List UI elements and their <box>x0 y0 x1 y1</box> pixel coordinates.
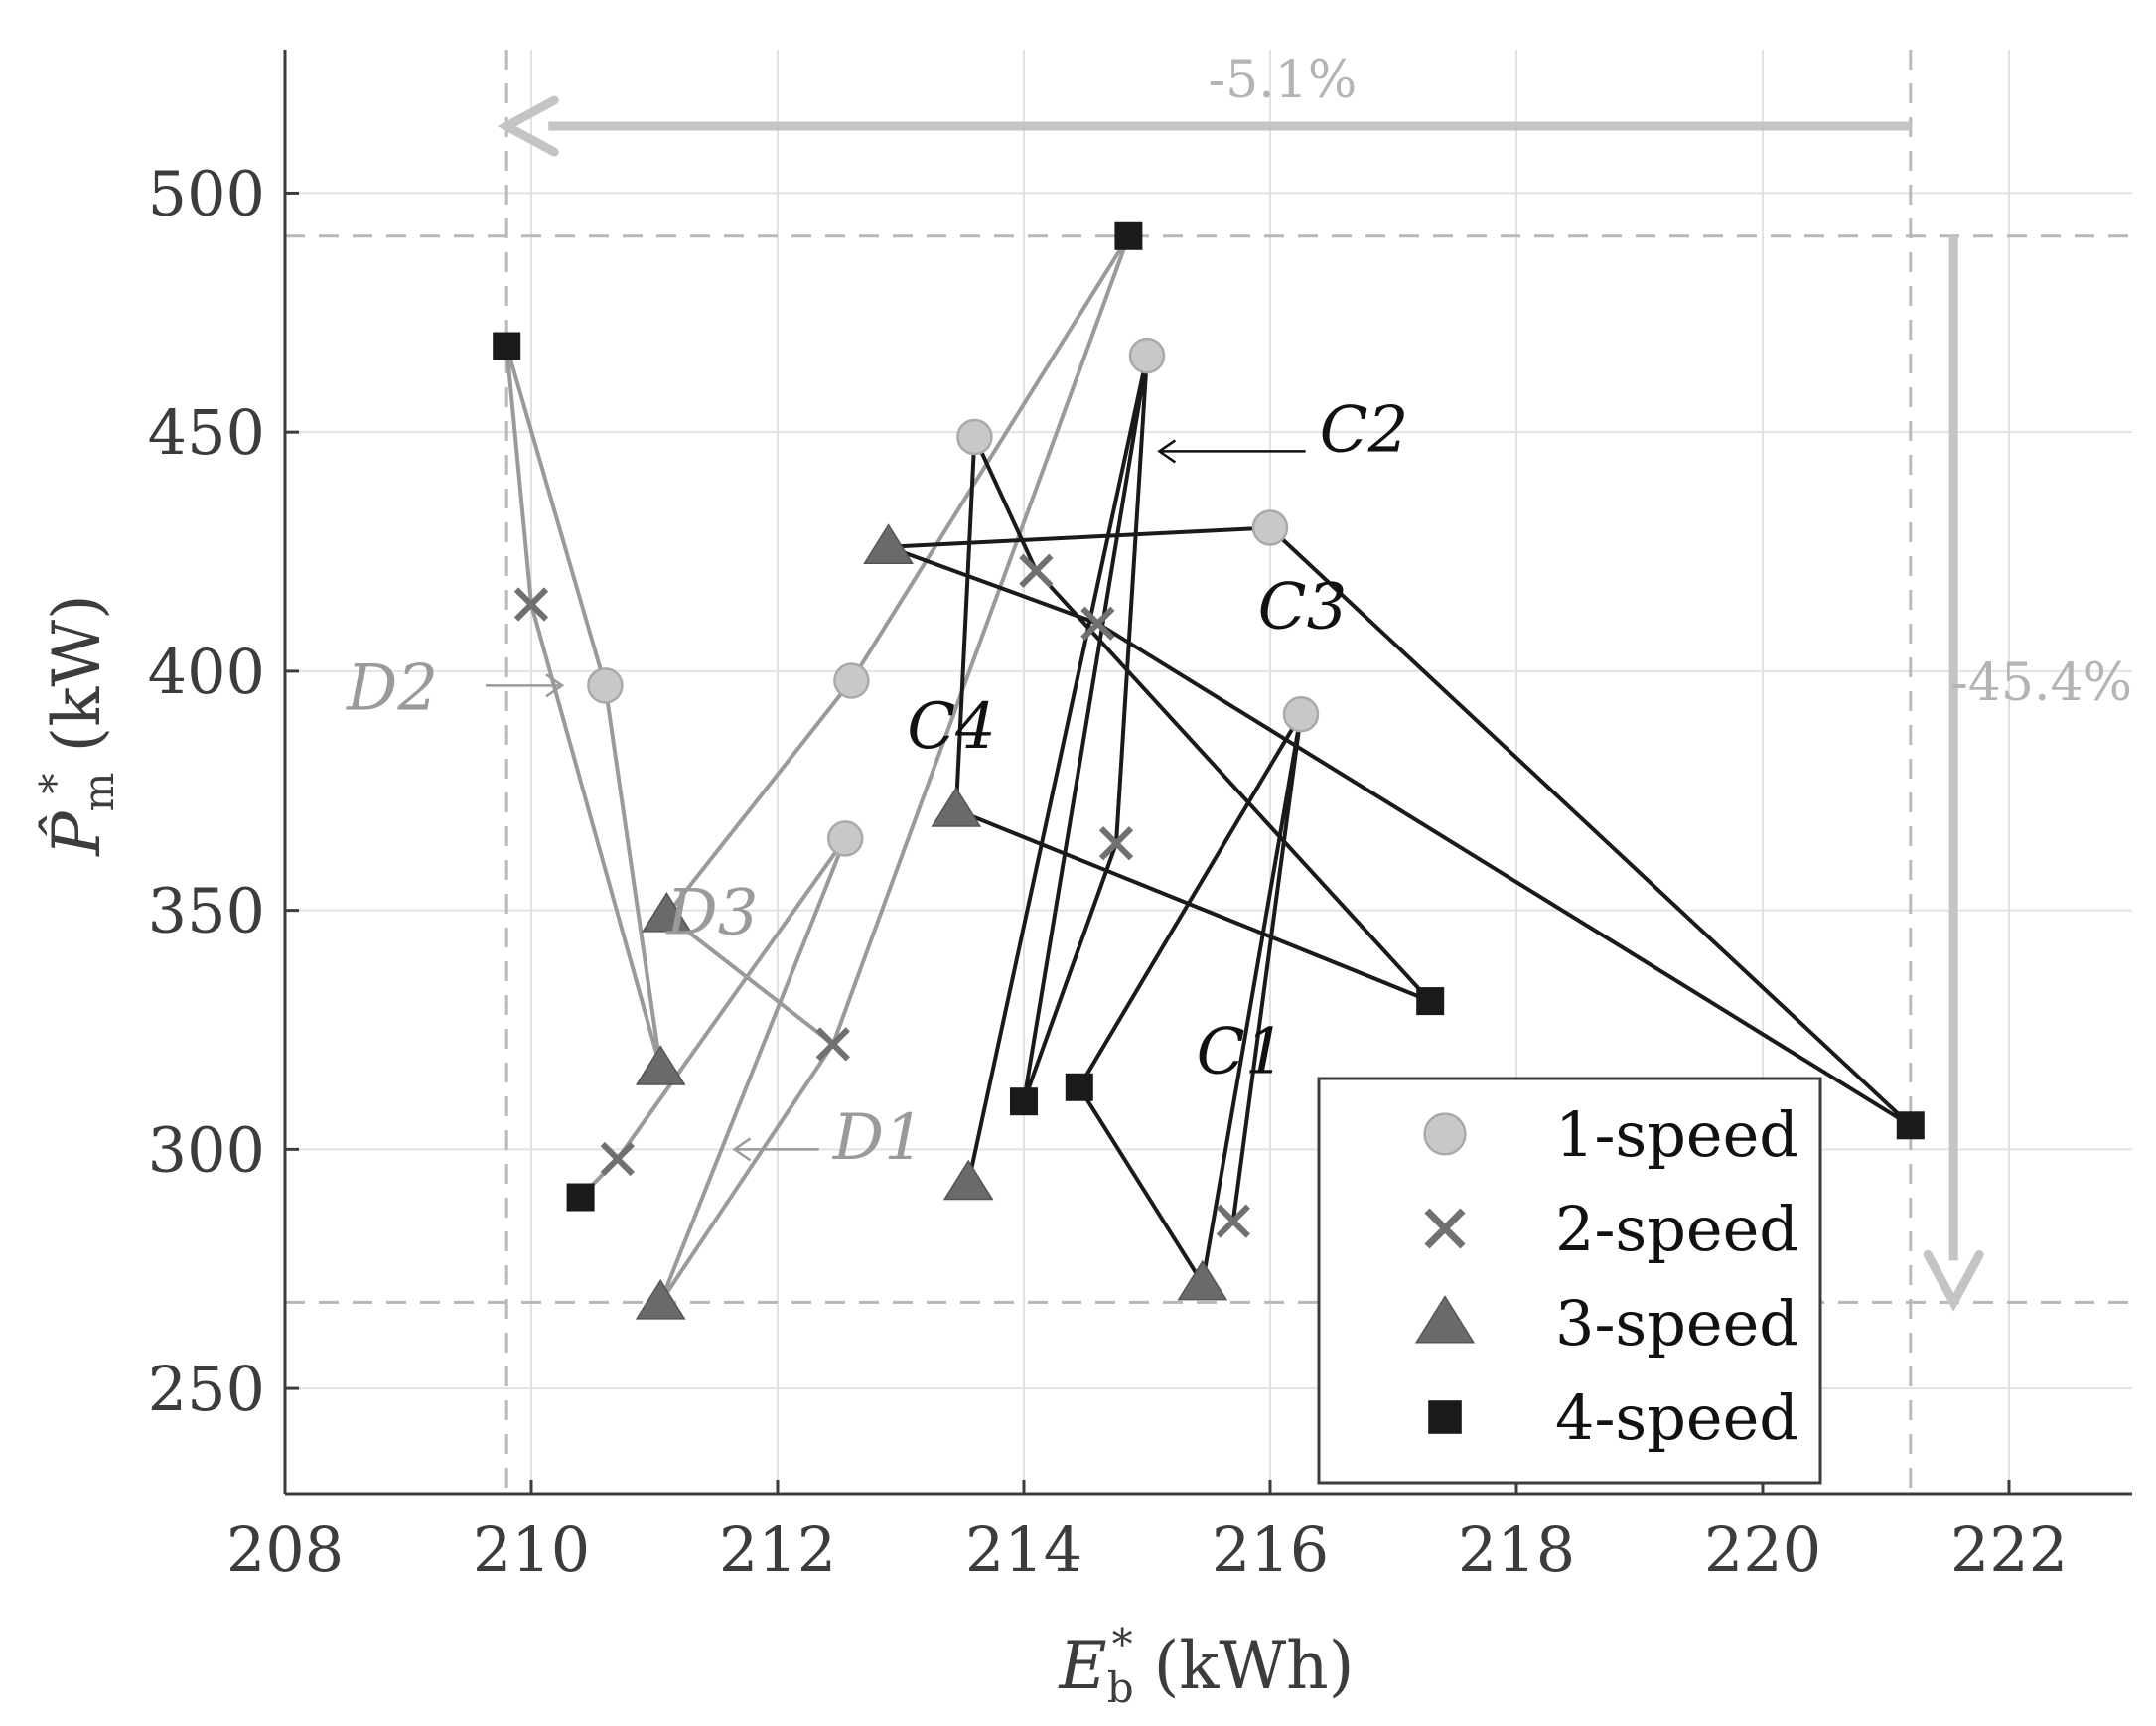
point-2-speed <box>1080 606 1115 641</box>
percent-arrows <box>497 95 1984 1312</box>
curve-c3 <box>887 525 1913 1128</box>
point-1-speed <box>1282 695 1320 733</box>
x-tick-label: 222 <box>1950 1513 2068 1586</box>
point-2-speed <box>1098 826 1134 861</box>
point-1-speed <box>587 667 624 704</box>
point-1-speed <box>826 820 864 857</box>
x-tick-label: 220 <box>1704 1513 1821 1586</box>
point-3-speed <box>635 1278 686 1320</box>
point-4-speed <box>1114 221 1143 250</box>
legend-label: 2-speed <box>1555 1193 1798 1265</box>
point-2-speed-stroke <box>1098 826 1134 861</box>
y-tick-label: 450 <box>148 396 265 469</box>
point-3-speed <box>942 1159 994 1201</box>
point-2-speed <box>513 587 549 622</box>
legend-label: 4-speed <box>1555 1381 1798 1454</box>
legend-marker-2-speed <box>1424 1208 1466 1249</box>
percent-arrow-head <box>1923 1249 1984 1312</box>
curve-d2 <box>504 345 663 1071</box>
grid <box>284 50 2132 1494</box>
legend-marker-1-speed <box>1423 1112 1467 1156</box>
legend-marker-2-speed-stroke <box>1424 1208 1466 1249</box>
x-tick-label: 216 <box>1212 1513 1329 1586</box>
annotations: C1 C2 C3 C4 D1 D2 D3 -5.1% -45.4% <box>346 51 2132 1175</box>
point-4-speed <box>1896 1111 1925 1140</box>
legend: 1-speed 2-speed 3-speed 4-speed <box>1317 1077 1822 1485</box>
point-3-speed <box>1177 1259 1228 1301</box>
annotation-arrowhead <box>732 1137 752 1162</box>
x-tick-label: 210 <box>473 1513 590 1586</box>
y-tick-label: 250 <box>148 1353 265 1425</box>
point-4-speed <box>1416 987 1445 1016</box>
point-1-speed <box>956 418 993 456</box>
annotation-d1: D1 <box>832 1101 925 1175</box>
point-2-speed <box>1216 1204 1250 1238</box>
point-2-speed <box>1019 553 1054 588</box>
point-2-speed <box>815 1027 850 1062</box>
legend-box <box>1317 1077 1822 1485</box>
curve-c1 <box>1078 712 1303 1286</box>
point-2-speed-stroke <box>513 587 549 622</box>
x-tick-label: 218 <box>1458 1513 1575 1586</box>
annotation-51: -5.1% <box>1209 51 1358 110</box>
curve-d3 <box>664 234 1131 1046</box>
point-2-speed-stroke <box>815 1027 850 1062</box>
point-2-speed-stroke <box>1216 1204 1250 1238</box>
axes <box>283 50 2132 1496</box>
point-3-speed <box>642 892 692 933</box>
y-tick-label: 500 <box>148 157 265 229</box>
point-1-speed <box>833 662 870 699</box>
legend-marker-4-speed <box>1428 1400 1462 1434</box>
reference-lines <box>285 50 2132 1494</box>
x-tick-label: 214 <box>965 1513 1082 1586</box>
y-axis-label: P̂m* (kW) <box>31 594 123 857</box>
point-4-speed <box>1065 1073 1093 1101</box>
point-3-speed <box>931 787 982 827</box>
annotation-c4: C4 <box>907 690 996 764</box>
percent-arrow-head <box>497 95 559 157</box>
legend-label: 1-speed <box>1555 1098 1798 1171</box>
legend-marker-3-speed <box>1414 1295 1476 1344</box>
point-4-speed <box>493 332 521 360</box>
annotation-454: -45.4% <box>1950 653 2132 713</box>
point-2-speed-stroke <box>600 1141 635 1177</box>
x-tick-label: 212 <box>719 1513 836 1586</box>
point-1-speed <box>1251 509 1289 546</box>
point-3-speed <box>863 523 914 564</box>
x-axis-label: Eb* (kWh) <box>1059 1620 1355 1712</box>
x-tick-label: 208 <box>226 1513 344 1586</box>
annotation-d3: D3 <box>665 877 758 950</box>
point-4-speed <box>566 1183 595 1212</box>
annotation-d2: D2 <box>346 651 438 725</box>
annotation-arrowhead <box>545 673 565 698</box>
legend-label: 3-speed <box>1555 1287 1798 1360</box>
point-4-speed <box>1010 1087 1038 1116</box>
point-2-speed <box>600 1141 635 1177</box>
point-2-speed-stroke <box>1080 606 1115 641</box>
y-tick-label: 350 <box>148 875 265 947</box>
annotation-c2: C2 <box>1320 393 1409 467</box>
point-1-speed <box>1128 337 1166 374</box>
point-3-speed <box>635 1045 686 1085</box>
annotation-c1: C1 <box>1197 1015 1286 1088</box>
annotation-arrowhead <box>1157 439 1177 464</box>
markers <box>493 221 1925 1320</box>
point-2-speed-stroke <box>1019 553 1054 588</box>
annotation-c3: C3 <box>1258 571 1348 645</box>
tick-labels: 208 210 212 214 216 218 220 222 250 300 350 400 450 5… <box>148 157 2069 1586</box>
y-tick-label: 400 <box>148 636 265 708</box>
y-tick-label: 300 <box>148 1113 265 1186</box>
